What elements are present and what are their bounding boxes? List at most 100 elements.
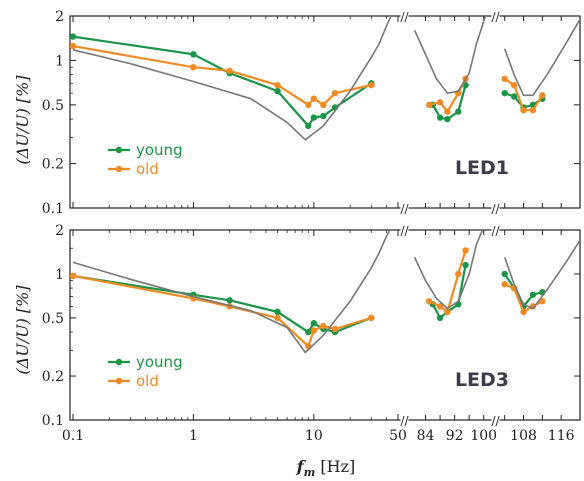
axis-break-mask xyxy=(491,203,500,213)
data-point-old xyxy=(444,308,451,316)
y-tick-label: 0.2 xyxy=(42,157,64,173)
data-point-old xyxy=(520,106,527,114)
legend-marker-young xyxy=(115,358,123,366)
x-axis-label-sub: m xyxy=(304,466,316,479)
x-axis-label-var: f xyxy=(296,457,307,476)
y-tick-label: 1 xyxy=(55,267,64,283)
legend-marker-old xyxy=(115,165,123,173)
data-point-young xyxy=(274,308,281,316)
data-point-young xyxy=(310,114,318,121)
data-point-young xyxy=(529,291,537,298)
data-point-old xyxy=(501,75,508,83)
data-point-old xyxy=(310,327,318,334)
data-point-young xyxy=(310,320,318,327)
data-point-old xyxy=(274,314,281,322)
data-point-young xyxy=(436,114,444,121)
data-point-old xyxy=(539,92,546,99)
data-point-old xyxy=(501,281,508,288)
axis-break-mark: // xyxy=(400,202,409,216)
axis-break-mark: // xyxy=(491,414,500,428)
legend-marker-young xyxy=(115,146,123,154)
y-tick-label: 0.5 xyxy=(42,98,64,114)
data-point-young xyxy=(226,297,233,304)
y-tick-label: 1 xyxy=(55,53,64,69)
data-point-old xyxy=(368,314,375,322)
axis-break-mark: // xyxy=(491,202,500,216)
y-axis-label-bottom: (ΔU/U) [%] xyxy=(13,285,32,375)
data-point-young xyxy=(462,261,469,269)
data-point-young xyxy=(190,51,197,58)
x-tick-label: 108 xyxy=(510,428,537,444)
data-point-young xyxy=(436,314,444,322)
data-point-old xyxy=(510,81,518,89)
data-point-old xyxy=(368,81,375,89)
data-point-old xyxy=(320,322,327,330)
plot-area xyxy=(70,16,580,141)
axis-break-mark: // xyxy=(400,10,409,24)
data-point-old xyxy=(70,272,77,280)
data-point-old xyxy=(539,298,546,305)
axis-break-mask xyxy=(491,225,500,235)
x-tick-label: 0.1 xyxy=(62,428,84,444)
data-point-young xyxy=(510,93,518,100)
data-point-young xyxy=(305,122,312,130)
data-point-old xyxy=(190,63,197,71)
data-point-old xyxy=(425,101,433,109)
data-point-young xyxy=(444,115,451,123)
y-tick-label: 0.2 xyxy=(42,369,64,385)
data-point-old xyxy=(436,303,444,310)
data-point-young xyxy=(501,89,508,97)
series-line-old xyxy=(72,274,372,348)
data-point-old xyxy=(305,101,312,109)
y-tick-label: 0.1 xyxy=(42,201,64,217)
data-point-old xyxy=(331,89,339,97)
data-point-old xyxy=(462,247,469,254)
data-point-old xyxy=(310,95,318,102)
panel-label: LED1 xyxy=(455,157,509,179)
data-point-old xyxy=(425,298,433,305)
y-axis-label-top: (ΔU/U) [%] xyxy=(13,75,32,165)
axis-break-mask xyxy=(400,225,409,235)
x-tick-label: 92 xyxy=(446,428,464,444)
legend-label-young: young xyxy=(136,141,183,159)
plot-frame xyxy=(69,229,581,421)
axis-break-mask xyxy=(491,11,500,21)
legend-label-young: young xyxy=(136,353,183,371)
axis-break-mark: // xyxy=(400,224,409,238)
x-tick-label: 50 xyxy=(389,428,407,444)
x-tick-label: 100 xyxy=(470,428,497,444)
reference-curve xyxy=(503,239,580,310)
panel-label: LED3 xyxy=(455,369,509,391)
reference-curve xyxy=(72,16,392,141)
legend-marker-old xyxy=(115,377,123,385)
data-point-old xyxy=(274,81,281,89)
y-tick-label: 2 xyxy=(55,9,64,25)
axis-break-mask xyxy=(400,203,409,213)
axis-break-mark: // xyxy=(400,414,409,428)
x-tick-label: 84 xyxy=(417,428,435,444)
y-tick-label: 0.5 xyxy=(42,311,64,327)
y-tick-label: 0.1 xyxy=(42,413,64,429)
x-tick-label: 116 xyxy=(548,428,575,444)
axis-break-mark: // xyxy=(491,10,500,24)
x-tick-label: 1 xyxy=(189,428,198,444)
data-point-young xyxy=(70,33,77,40)
series-line-young xyxy=(72,35,372,128)
data-point-young xyxy=(274,87,281,95)
x-tick-label: 10 xyxy=(305,428,323,444)
data-point-old xyxy=(444,108,451,115)
x-axis-label-unit: [Hz] xyxy=(320,457,355,476)
series-line-young xyxy=(503,273,543,308)
data-point-old xyxy=(70,42,77,50)
axis-break-mask xyxy=(400,415,409,425)
data-point-old xyxy=(520,308,527,316)
plot-area xyxy=(70,230,580,354)
data-point-young xyxy=(501,270,508,278)
shared-axes: 0.1 1 10 50 84 92 100 108 116 xyxy=(62,428,575,444)
reference-curve xyxy=(413,230,484,310)
data-point-young xyxy=(305,328,312,336)
series-line-old xyxy=(72,45,372,106)
